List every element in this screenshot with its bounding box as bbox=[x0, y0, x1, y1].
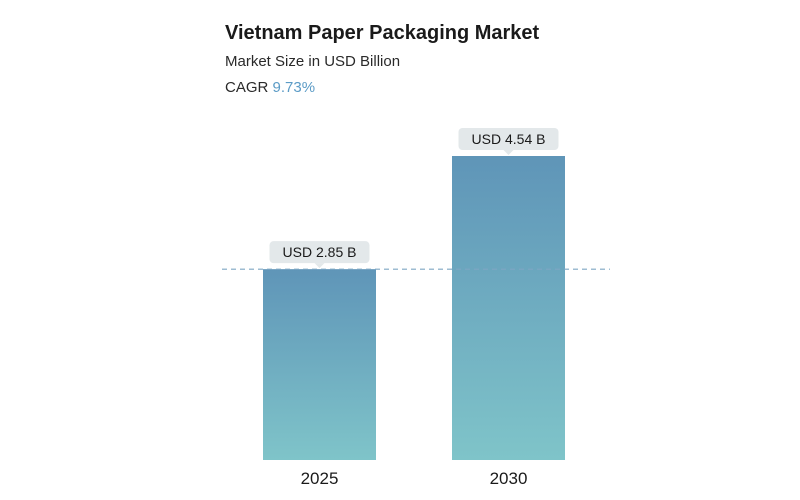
x-tick-label-2025: 2025 bbox=[301, 469, 339, 488]
x-tick-label-2030: 2030 bbox=[490, 469, 528, 488]
data-label-2025: USD 2.85 B bbox=[283, 244, 357, 260]
chart-subtitle: Market Size in USD Billion bbox=[225, 53, 401, 70]
data-label-2030: USD 4.54 B bbox=[472, 131, 546, 147]
cagr-value: 9.73% bbox=[272, 79, 316, 96]
data-label-pointer-2025 bbox=[314, 263, 325, 269]
chart-title: Vietnam Paper Packaging Market bbox=[225, 22, 540, 44]
cagr-label: CAGR bbox=[225, 79, 269, 96]
data-label-pointer-2030 bbox=[503, 150, 514, 155]
cagr-line: CAGR 9.73% bbox=[225, 75, 539, 101]
data-label-bg-2025 bbox=[269, 241, 370, 264]
data-label-bg-2030 bbox=[458, 128, 559, 150]
labels-layer: USD 2.85 B 2025 USD 4.54 B 2030 bbox=[269, 128, 559, 488]
chart-header: Vietnam Paper Packaging Market Market Si… bbox=[225, 18, 539, 101]
bars-layer bbox=[263, 156, 565, 460]
bar-2030 bbox=[452, 156, 565, 460]
bar-2025 bbox=[263, 269, 376, 460]
